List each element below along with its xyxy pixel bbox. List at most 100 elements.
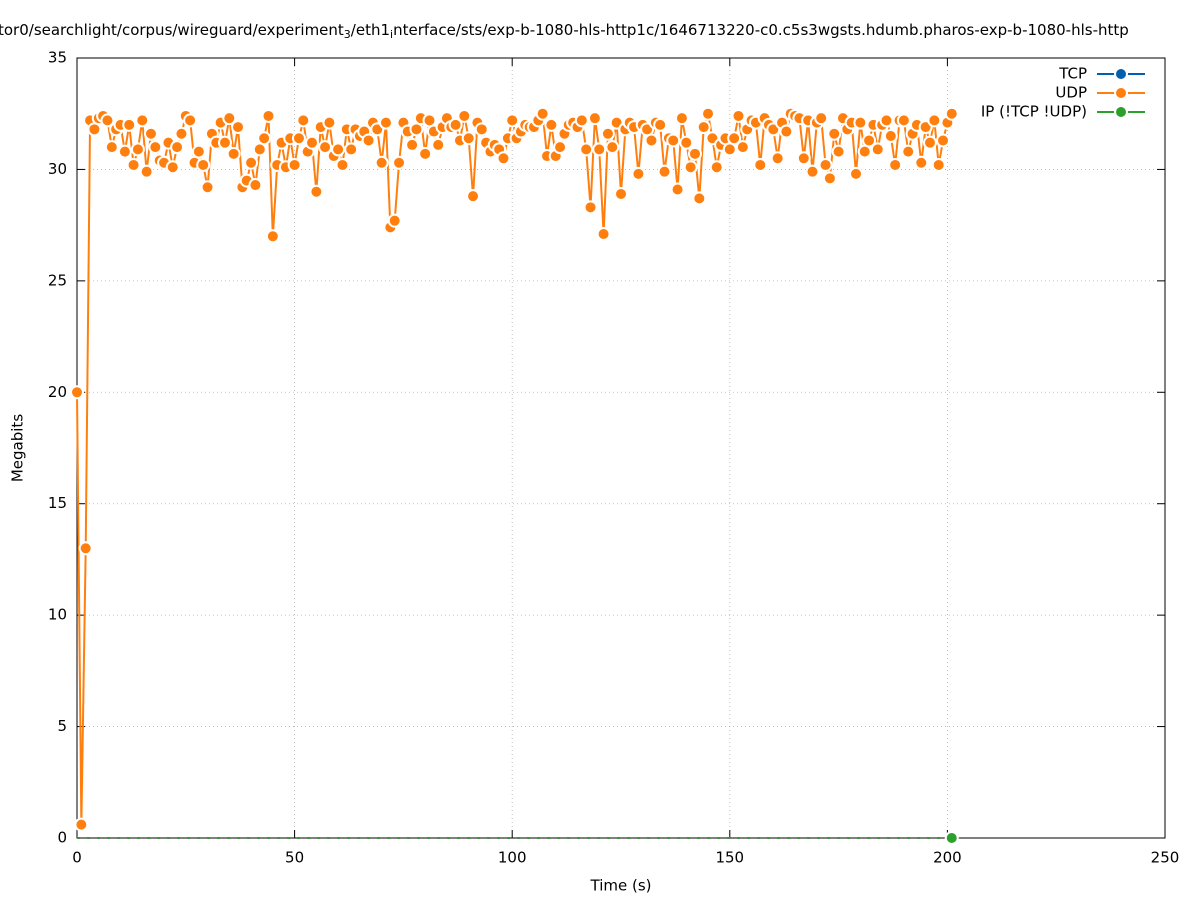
- series-point: [922, 135, 937, 150]
- series-point: [457, 108, 472, 123]
- series-point: [248, 178, 263, 193]
- series-point: [130, 142, 145, 157]
- series-point: [191, 144, 206, 159]
- y-tick-label: 25: [48, 271, 67, 289]
- series-point: [818, 157, 833, 172]
- legend-marker: [1114, 86, 1128, 100]
- series-point: [374, 155, 389, 170]
- series-point: [849, 166, 864, 181]
- series-point: [822, 171, 837, 186]
- series-point: [231, 120, 246, 135]
- series-point: [344, 142, 359, 157]
- series-point: [674, 111, 689, 126]
- series-point: [614, 186, 628, 201]
- series-point: [805, 164, 820, 179]
- series-point: [104, 140, 119, 155]
- series-point: [579, 142, 594, 157]
- series-point: [796, 151, 811, 166]
- series-point: [731, 108, 746, 123]
- series-point: [879, 113, 894, 128]
- series-point: [870, 142, 885, 157]
- series-point: [222, 111, 237, 126]
- series-point: [888, 157, 903, 172]
- series-point: [322, 115, 337, 130]
- y-axis-label: Megabits: [9, 414, 27, 482]
- y-tick-label: 15: [48, 494, 67, 512]
- x-tick-label: 150: [715, 849, 744, 867]
- chart-title: tor0/searchlight/corpus/wireguard/experi…: [0, 21, 1129, 42]
- series-point: [261, 108, 276, 123]
- series-point: [474, 122, 489, 137]
- series-point: [139, 164, 154, 179]
- series-point: [735, 140, 750, 155]
- series-point: [122, 117, 137, 132]
- series-point: [605, 140, 620, 155]
- series-point: [631, 166, 646, 181]
- legend-marker: [1114, 105, 1128, 119]
- y-tick-label: 5: [57, 717, 67, 735]
- legend-label: TCP: [1058, 65, 1087, 83]
- x-tick-label: 250: [1151, 849, 1180, 867]
- series-point: [135, 113, 150, 128]
- legend-label: IP (!TCP !UDP): [981, 103, 1087, 121]
- y-tick-label: 0: [57, 829, 67, 847]
- series-point: [883, 129, 898, 143]
- x-tick-label: 0: [72, 849, 82, 867]
- series-point: [831, 144, 846, 159]
- title-part: /eth1: [351, 21, 390, 39]
- series-point: [226, 146, 241, 161]
- series-point: [596, 227, 611, 242]
- series-point: [287, 157, 302, 172]
- series-point: [405, 137, 420, 152]
- series-point: [896, 113, 911, 128]
- series-point: [683, 160, 698, 175]
- series-point: [927, 113, 942, 128]
- series-point: [936, 133, 951, 148]
- series-point: [257, 131, 272, 146]
- title-part: 3: [344, 28, 351, 41]
- series-point: [931, 157, 946, 172]
- title-part: i: [390, 28, 393, 41]
- y-tick-label: 35: [48, 49, 67, 67]
- title-part: tor0/searchlight/corpus/wireguard/experi…: [0, 21, 344, 39]
- y-tick-label: 20: [48, 383, 67, 401]
- series-point: [496, 151, 511, 166]
- series-point: [914, 155, 929, 170]
- series-point: [709, 160, 724, 175]
- series-point: [217, 135, 232, 150]
- series-point: [770, 151, 785, 166]
- series-point: [592, 142, 607, 157]
- series-point: [378, 115, 393, 130]
- series-point: [701, 106, 716, 121]
- series-point: [587, 111, 602, 126]
- series-point: [74, 817, 89, 832]
- series-point: [392, 155, 407, 170]
- series-point: [196, 157, 211, 172]
- series-point: [544, 117, 559, 132]
- series-point: [448, 117, 463, 132]
- series-point: [174, 126, 189, 141]
- series-point: [170, 140, 185, 155]
- series-point: [78, 541, 93, 556]
- series-point: [318, 140, 333, 155]
- series-point: [827, 126, 842, 141]
- series-point: [583, 200, 598, 215]
- series-point: [100, 113, 115, 128]
- series-point: [657, 164, 672, 179]
- series-point: [165, 160, 180, 175]
- series-point: [670, 182, 685, 197]
- series-point: [553, 140, 568, 155]
- series-point: [265, 229, 280, 244]
- series-point: [461, 131, 476, 146]
- series-point: [244, 155, 259, 170]
- series-point: [466, 189, 481, 204]
- series-point: [183, 113, 198, 128]
- series-point: [296, 113, 311, 128]
- series-point: [148, 140, 163, 155]
- legend-marker: [1114, 67, 1128, 81]
- x-tick-label: 200: [933, 849, 962, 867]
- series-point: [600, 126, 615, 141]
- x-axis-label: Time (s): [590, 877, 652, 895]
- series-point: [535, 106, 550, 121]
- series-point: [505, 113, 520, 128]
